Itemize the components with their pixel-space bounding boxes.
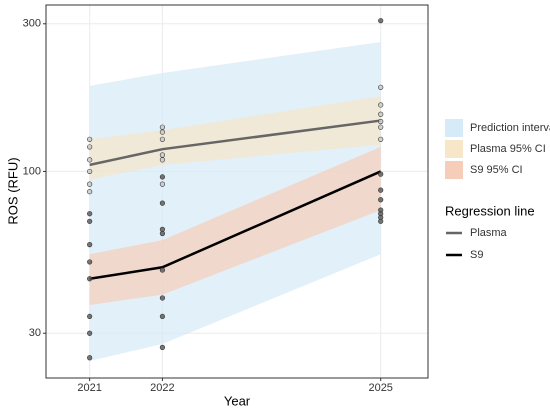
data-point bbox=[87, 211, 93, 217]
legend-label: S9 95% CI bbox=[470, 164, 523, 176]
data-point bbox=[87, 242, 93, 248]
data-point bbox=[159, 230, 166, 237]
legend-label: Plasma 95% CI bbox=[470, 143, 546, 155]
x-tick-label: 2022 bbox=[150, 382, 174, 394]
confidence-band bbox=[89, 146, 381, 306]
x-tick-label: 2025 bbox=[368, 382, 392, 394]
x-tick-label: 2021 bbox=[77, 382, 101, 394]
data-point bbox=[159, 129, 166, 135]
data-point bbox=[87, 189, 93, 195]
data-point bbox=[378, 118, 384, 125]
data-point bbox=[87, 168, 93, 175]
data-point bbox=[87, 181, 93, 187]
y-tick-label: 100 bbox=[23, 165, 41, 177]
data-point bbox=[378, 197, 384, 203]
data-point bbox=[378, 136, 384, 142]
data-point bbox=[87, 259, 93, 265]
y-tick-label: 30 bbox=[29, 327, 41, 339]
data-point bbox=[378, 111, 384, 117]
data-point bbox=[159, 152, 166, 158]
data-point bbox=[87, 330, 93, 336]
data-point bbox=[159, 267, 166, 273]
data-point bbox=[87, 313, 93, 320]
data-point bbox=[378, 218, 384, 224]
legend-swatch bbox=[445, 119, 463, 137]
legend-swatch bbox=[445, 140, 463, 158]
legend-title: Regression line bbox=[445, 203, 535, 218]
y-axis-title: ROS (RFU) bbox=[5, 157, 20, 224]
legend-swatch bbox=[445, 161, 463, 179]
data-point bbox=[378, 84, 384, 90]
plot-border bbox=[45, 4, 429, 379]
data-point bbox=[87, 136, 93, 142]
data-point bbox=[87, 218, 93, 224]
regression-line bbox=[89, 170, 382, 280]
legend-label: Plasma bbox=[470, 227, 508, 239]
data-point bbox=[87, 276, 93, 282]
data-point bbox=[159, 313, 166, 320]
data-point bbox=[159, 181, 166, 187]
legend-label: S9 bbox=[470, 249, 483, 261]
data-point bbox=[159, 200, 166, 206]
y-tick-label: 300 bbox=[23, 18, 41, 30]
data-point bbox=[87, 144, 93, 150]
data-point bbox=[378, 171, 384, 177]
data-point bbox=[159, 124, 166, 130]
legend-label: Prediction interval bbox=[470, 122, 550, 134]
data-point bbox=[87, 355, 93, 361]
data-point bbox=[378, 124, 384, 130]
data-point bbox=[159, 136, 166, 142]
data-point bbox=[378, 187, 384, 193]
data-point bbox=[159, 157, 166, 163]
x-axis-title: Year bbox=[224, 393, 251, 408]
data-point bbox=[87, 157, 93, 163]
data-point bbox=[159, 344, 166, 350]
data-point bbox=[159, 174, 166, 180]
data-point bbox=[378, 102, 384, 108]
data-point bbox=[159, 295, 166, 301]
regression-line bbox=[89, 119, 381, 167]
data-point bbox=[378, 18, 384, 24]
